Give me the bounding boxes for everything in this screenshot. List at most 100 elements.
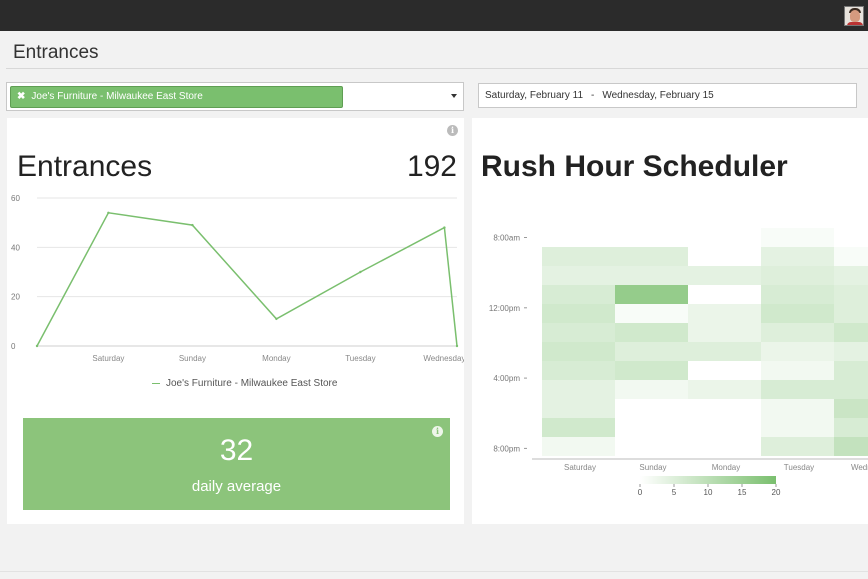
- heatmap-cell: [615, 266, 688, 285]
- heatmap-cell: [834, 418, 868, 437]
- heatmap-cell: [688, 437, 761, 456]
- heatmap-cell: [834, 342, 868, 361]
- avatar-face: [850, 10, 860, 22]
- heatmap-cell: [542, 361, 615, 380]
- heatmap-cell: [834, 228, 868, 247]
- x-tick-label: Sunday: [179, 354, 206, 363]
- data-point: [35, 344, 39, 348]
- x-tick-label: Sunday: [639, 463, 666, 472]
- heatmap-cell: [761, 380, 834, 399]
- heatmap-cell: [542, 304, 615, 323]
- y-tick-label: 20: [11, 293, 20, 302]
- legend-label: Joe's Furniture - Milwaukee East Store: [166, 378, 338, 389]
- y-tick-label: 40: [11, 243, 20, 252]
- data-point: [359, 270, 362, 274]
- heatmap-cell: [688, 323, 761, 342]
- heatmap-cell: [542, 266, 615, 285]
- heatmap-cell: [615, 361, 688, 380]
- heatmap-cell: [688, 342, 761, 361]
- x-tick-label: Saturday: [92, 354, 124, 363]
- page-title: Entrances: [13, 42, 99, 63]
- heatmap-cell: [615, 247, 688, 266]
- heatmap-cell: [761, 418, 834, 437]
- heatmap-cell: [542, 323, 615, 342]
- heatmap-cell: [688, 418, 761, 437]
- info-icon[interactable]: i: [447, 125, 458, 136]
- heatmap-cell: [615, 418, 688, 437]
- heatmap-cell: [761, 304, 834, 323]
- bottom-divider: [0, 571, 868, 572]
- top-bar: [0, 0, 868, 31]
- data-point: [191, 223, 194, 227]
- heatmap-cell: [615, 342, 688, 361]
- heatmap-cell: [834, 304, 868, 323]
- x-tick-label: Tuesday: [345, 354, 375, 363]
- heatmap-cell: [834, 247, 868, 266]
- store-tag-label: Joe's Furniture - Milwaukee East Store: [31, 91, 203, 102]
- y-tick-label: 60: [11, 194, 20, 203]
- heatmap-cell: [542, 285, 615, 304]
- entrances-line-chart: 0 20 40 60 Saturday Sunday Monday Tuesday Wednes…: [11, 194, 464, 363]
- heatmap-cell: [688, 228, 761, 247]
- x-tick-label: Monday: [712, 463, 740, 472]
- scale-tick-label: 20: [772, 488, 781, 497]
- remove-tag-icon[interactable]: ✖: [17, 91, 26, 102]
- legend-swatch: [152, 382, 160, 384]
- heatmap-cell: [761, 437, 834, 456]
- series-line: [36, 211, 458, 347]
- heatmap-cell: [542, 228, 615, 247]
- entrances-total: 192: [406, 150, 457, 183]
- heatmap-cell: [834, 399, 868, 418]
- y-tick-label: 12:00pm: [489, 304, 520, 313]
- heatmap-cell: [615, 380, 688, 399]
- rush-hour-card: Rush Hour Scheduler 8:00am 12:00pm 4:00pm 8…: [472, 118, 868, 524]
- heatmap-cell: [688, 399, 761, 418]
- y-tick-label: 4:00pm: [493, 374, 520, 383]
- heatmap-cell: [615, 228, 688, 247]
- color-scale-bar: [640, 476, 776, 484]
- scale-tick-label: 5: [672, 488, 677, 497]
- data-point: [443, 226, 446, 229]
- scale-tick-label: 10: [704, 488, 713, 497]
- heatmap-cell: [615, 285, 688, 304]
- x-tick-label: Wednesday: [423, 354, 464, 363]
- date-end: Wednesday, February 15: [602, 90, 714, 101]
- heatmap-cell: [688, 361, 761, 380]
- daily-average-value: 32: [219, 434, 254, 467]
- user-avatar-icon[interactable]: [844, 6, 864, 26]
- heatmap-cell: [761, 361, 834, 380]
- heatmap-cell: [761, 399, 834, 418]
- heatmap-cell: [834, 437, 868, 456]
- y-tick-label: 8:00pm: [493, 444, 520, 453]
- heatmap-cell: [615, 323, 688, 342]
- chevron-down-icon[interactable]: [451, 94, 457, 98]
- heatmap-cell: [688, 247, 761, 266]
- heatmap-cell: [834, 361, 868, 380]
- heatmap-cell: [688, 266, 761, 285]
- heatmap-cell: [761, 247, 834, 266]
- entrances-title: Entrances: [17, 150, 153, 183]
- rush-hour-title: Rush Hour Scheduler: [481, 150, 788, 183]
- heatmap-cell: [542, 247, 615, 266]
- heatmap-cell: [834, 323, 868, 342]
- scale-tick-label: 15: [738, 488, 747, 497]
- heatmap-cell: [761, 228, 834, 247]
- chart-legend[interactable]: Joe's Furniture - Milwaukee East Store: [152, 378, 337, 389]
- heatmap-cell: [615, 399, 688, 418]
- daily-average-box: i 32 daily average: [23, 418, 450, 510]
- info-icon[interactable]: i: [432, 426, 443, 437]
- rush-hour-heatmap: 8:00am 12:00pm 4:00pm 8:00pm Saturday Sunday M…: [489, 228, 868, 497]
- heatmap-cell: [761, 285, 834, 304]
- heatmap-cell: [834, 380, 868, 399]
- date-range-picker[interactable]: Saturday, February 11- Wednesday, Februar…: [478, 83, 857, 108]
- daily-average-label: daily average: [191, 478, 282, 495]
- heatmap-cell: [834, 285, 868, 304]
- x-tick-label: Wednesday: [851, 463, 868, 472]
- heatmap-cell: [542, 380, 615, 399]
- data-point: [275, 317, 278, 321]
- store-select[interactable]: ✖ Joe's Furniture - Milwaukee East Store: [6, 82, 464, 111]
- heatmap-cell: [542, 437, 615, 456]
- y-tick-label: 0: [11, 342, 16, 351]
- data-point: [107, 211, 110, 214]
- x-tick-label: Monday: [262, 354, 290, 363]
